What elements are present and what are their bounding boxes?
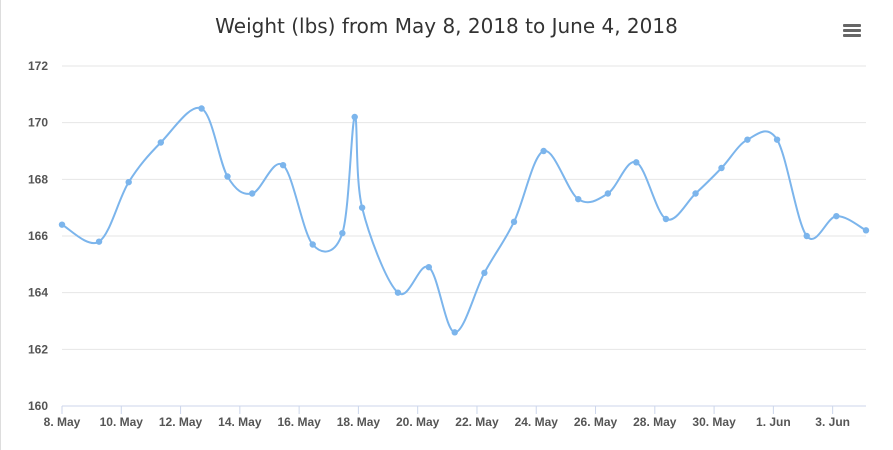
data-point: [862, 227, 870, 234]
x-tick-label: 30. May: [692, 415, 736, 429]
data-point: [451, 329, 458, 336]
data-point: [198, 105, 205, 112]
data-point: [803, 232, 810, 240]
data-point: [425, 263, 433, 271]
x-tick-label: 22. May: [455, 415, 499, 429]
data-point: [718, 164, 725, 172]
x-tick-label: 12. May: [159, 415, 203, 429]
data-point: [125, 178, 132, 186]
data-point: [744, 136, 751, 143]
y-tick-label: 160: [28, 399, 48, 413]
x-tick-label: 18. May: [337, 415, 381, 429]
x-tick-label: 3. Jun: [815, 415, 850, 429]
data-point: [540, 147, 547, 155]
y-tick-label: 166: [28, 229, 48, 243]
chart-title: Weight (lbs) from May 8, 2018 to June 4,…: [215, 14, 678, 38]
hamburger-menu-icon[interactable]: [843, 24, 861, 38]
data-point: [279, 161, 287, 169]
y-tick-label: 168: [28, 172, 48, 186]
x-tick-label: 1. Jun: [756, 415, 791, 429]
data-point: [351, 113, 358, 121]
x-tick-label: 28. May: [633, 415, 677, 429]
data-point: [833, 212, 840, 220]
data-point: [481, 269, 488, 277]
data-point: [510, 218, 518, 226]
data-point: [95, 238, 103, 245]
data-point: [394, 289, 402, 296]
x-tick-label: 24. May: [515, 415, 559, 429]
data-point: [358, 204, 366, 211]
data-point: [248, 190, 256, 197]
data-point: [157, 139, 165, 146]
x-tick-label: 20. May: [396, 415, 440, 429]
y-tick-label: 164: [28, 286, 48, 300]
data-point: [773, 136, 781, 143]
data-point: [662, 215, 670, 223]
data-point: [633, 159, 640, 166]
y-tick-label: 162: [28, 342, 48, 356]
x-tick-label: 26. May: [574, 415, 618, 429]
x-tick-label: 8. May: [44, 415, 81, 429]
data-point: [224, 173, 231, 180]
data-point: [604, 190, 612, 197]
y-tick-label: 172: [28, 59, 48, 73]
data-point: [58, 221, 66, 228]
x-tick-label: 14. May: [218, 415, 262, 429]
data-point: [575, 195, 582, 203]
x-tick-label: 10. May: [100, 415, 144, 429]
data-point: [692, 190, 699, 197]
y-tick-label: 170: [28, 116, 48, 130]
chart-left-border: [0, 0, 1, 450]
data-point: [339, 229, 346, 237]
data-point: [309, 241, 316, 248]
series-line: [61, 106, 867, 334]
x-tick-label: 16. May: [277, 415, 321, 429]
